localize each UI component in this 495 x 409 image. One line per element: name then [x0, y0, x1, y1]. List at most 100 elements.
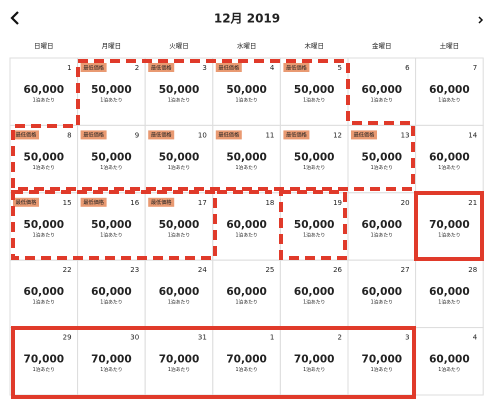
- weekday-label: 木曜日: [304, 41, 324, 50]
- day-number: 23: [130, 266, 139, 274]
- dashed-outline: [11, 59, 415, 191]
- day-number: 22: [63, 266, 72, 274]
- day-number: 17: [198, 199, 207, 207]
- day-number: 20: [401, 199, 410, 207]
- per-night: 1泊あたり: [235, 97, 257, 104]
- day-cell[interactable]: [144, 259, 214, 329]
- solid-outline: [11, 326, 416, 399]
- price: 70,000: [24, 354, 65, 366]
- per-night: 1泊あたり: [33, 299, 55, 306]
- day-number: 18: [265, 199, 274, 207]
- badge-bg: [13, 197, 39, 207]
- solid-outline: [414, 191, 484, 261]
- per-night: 1泊あたり: [100, 366, 122, 373]
- day-number: 2: [135, 64, 139, 72]
- price: 50,000: [226, 84, 267, 96]
- per-night: 1泊あたり: [100, 97, 122, 104]
- badge-bg: [283, 130, 310, 140]
- day-number: 26: [333, 266, 342, 274]
- badge-bg: [80, 197, 107, 207]
- day-cell[interactable]: [415, 57, 484, 126]
- next-button[interactable]: [478, 16, 484, 24]
- badge-bg: [215, 130, 242, 140]
- day-number: 16: [130, 199, 139, 207]
- per-night: 1泊あたり: [33, 97, 55, 104]
- day-number: 4: [270, 64, 275, 72]
- price: 50,000: [24, 219, 65, 231]
- price: 70,000: [429, 219, 470, 231]
- day-number: 10: [198, 131, 207, 139]
- per-night: 1泊あたり: [100, 164, 122, 171]
- per-night: 1泊あたり: [33, 164, 55, 171]
- prev-button[interactable]: [10, 11, 19, 25]
- badge-label: 最低価格: [151, 198, 173, 206]
- per-night: 1泊あたり: [438, 164, 460, 171]
- per-night: 1泊あたり: [168, 231, 190, 238]
- per-night: 1泊あたり: [303, 97, 325, 104]
- badge-bg: [148, 197, 175, 207]
- price: 70,000: [159, 354, 200, 366]
- price: 70,000: [91, 354, 132, 366]
- per-night: 1泊あたり: [168, 366, 190, 373]
- badge-bg: [80, 130, 107, 140]
- price: 60,000: [24, 84, 65, 96]
- day-cell[interactable]: [279, 192, 349, 261]
- per-night: 1泊あたり: [235, 164, 257, 171]
- weekday-label: 日曜日: [34, 42, 54, 50]
- price: 60,000: [362, 286, 403, 298]
- price: 60,000: [429, 151, 470, 163]
- badge-label: 最低価格: [83, 63, 105, 71]
- per-night: 1泊あたり: [100, 299, 122, 306]
- price: 60,000: [226, 286, 267, 298]
- day-number: 30: [130, 334, 139, 342]
- day-number: 6: [405, 64, 410, 72]
- per-night: 1泊あたり: [303, 299, 325, 306]
- day-cell[interactable]: [279, 259, 349, 329]
- price: 50,000: [294, 151, 335, 163]
- day-cell[interactable]: [9, 57, 79, 126]
- price: 50,000: [91, 84, 132, 96]
- day-cell[interactable]: [415, 327, 484, 396]
- per-night: 1泊あたり: [168, 164, 190, 171]
- day-cell[interactable]: [212, 192, 281, 261]
- badge-bg: [80, 63, 107, 72]
- month-title: 12月 2019: [214, 12, 280, 26]
- day-number: 13: [401, 131, 410, 139]
- price: 70,000: [362, 354, 403, 366]
- weekday-label: 金曜日: [372, 41, 392, 50]
- dashed-outline: [279, 190, 347, 260]
- price: 60,000: [362, 84, 403, 96]
- per-night: 1泊あたり: [235, 366, 257, 373]
- price: 50,000: [159, 84, 200, 96]
- per-night: 1泊あたり: [100, 231, 122, 238]
- day-number: 2: [338, 334, 342, 342]
- weekday-label: 水曜日: [237, 41, 257, 50]
- day-number: 15: [63, 199, 72, 207]
- day-cell[interactable]: [347, 192, 417, 261]
- weekday-label: 火曜日: [169, 42, 189, 50]
- per-night: 1泊あたり: [371, 97, 393, 104]
- per-night: 1泊あたり: [438, 231, 460, 238]
- day-number: 9: [135, 131, 139, 139]
- price: 60,000: [159, 286, 200, 298]
- price: 60,000: [429, 84, 470, 96]
- price: 60,000: [226, 219, 267, 231]
- per-night: 1泊あたり: [438, 299, 460, 306]
- day-cell[interactable]: [347, 57, 417, 126]
- per-night: 1泊あたり: [168, 97, 190, 104]
- day-cell[interactable]: [415, 124, 484, 194]
- day-number: 1: [67, 64, 71, 72]
- price: 60,000: [91, 286, 132, 298]
- badge-label: 最低価格: [151, 131, 173, 139]
- badge-label: 最低価格: [218, 63, 240, 71]
- badge-label: 最低価格: [286, 63, 308, 71]
- badge-label: 最低価格: [16, 131, 38, 139]
- price: 50,000: [362, 151, 403, 163]
- day-number: 11: [265, 131, 274, 139]
- badge-bg: [148, 63, 175, 72]
- badge-label: 最低価格: [354, 131, 376, 139]
- day-cell[interactable]: [415, 259, 484, 329]
- badge-label: 最低価格: [286, 131, 308, 139]
- day-cell[interactable]: [347, 259, 417, 329]
- day-cell[interactable]: [9, 259, 79, 329]
